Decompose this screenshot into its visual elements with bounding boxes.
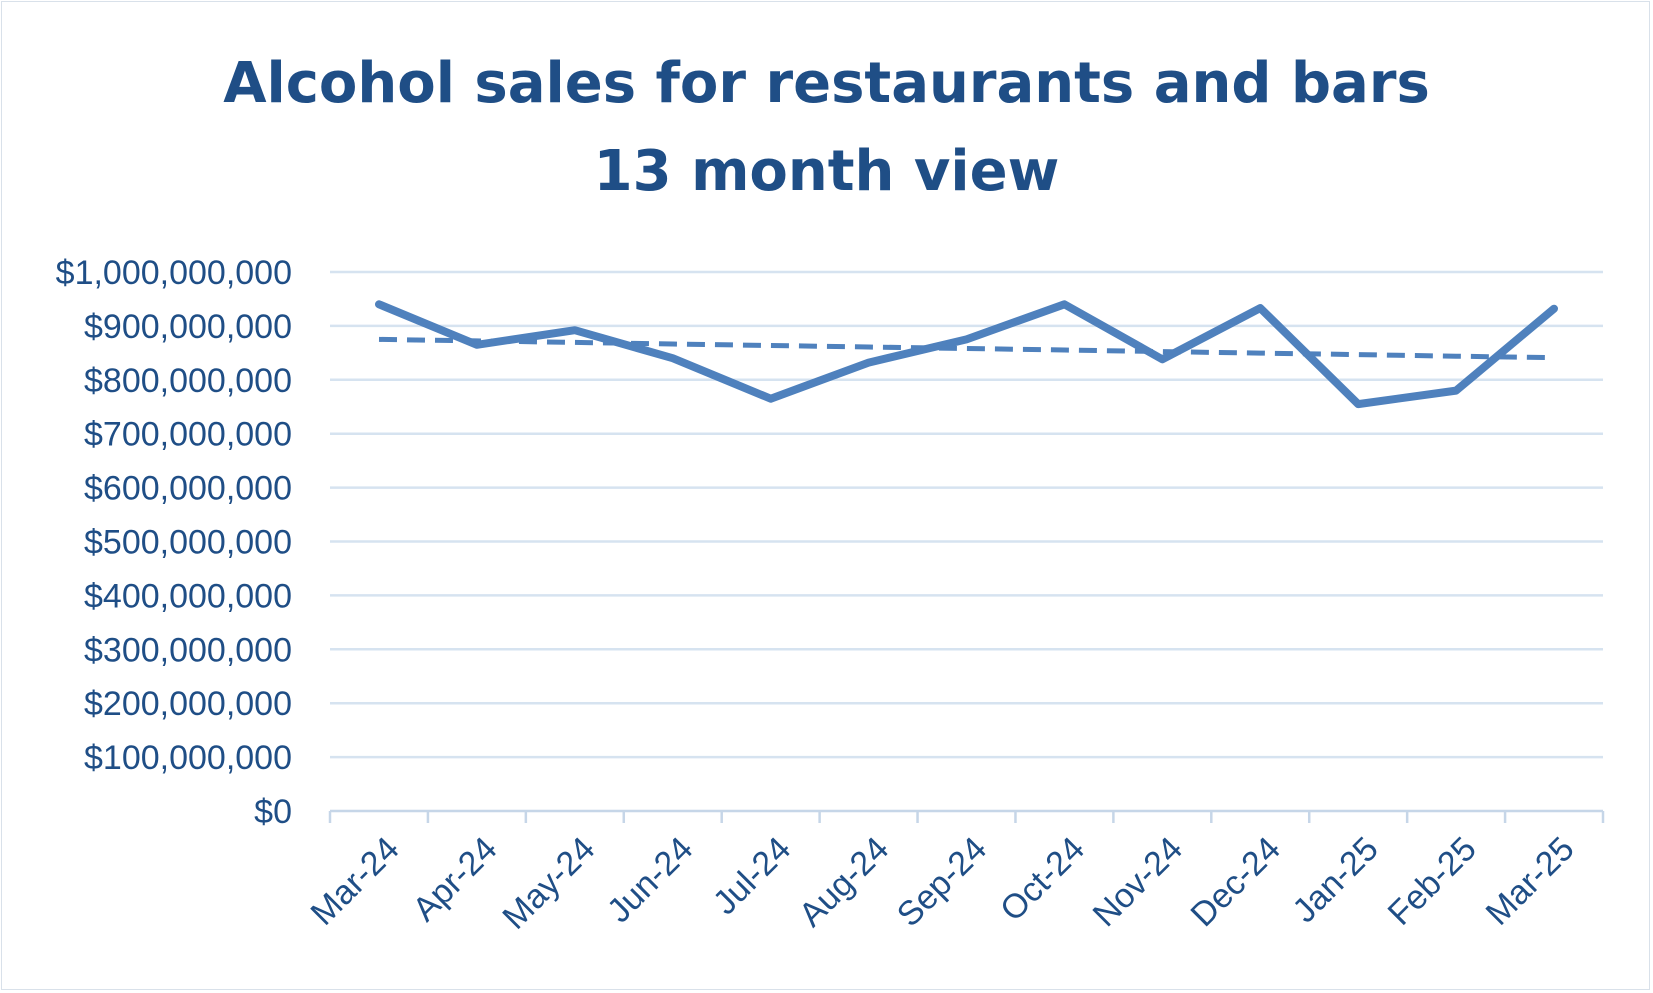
series-lines xyxy=(375,300,1558,409)
y-tick-label: $1,000,000,000 xyxy=(56,254,292,292)
chart-subtitle-line: 13 month view xyxy=(593,139,1060,204)
x-tick-label: Apr-24 xyxy=(406,830,505,929)
x-tick-label: Sep-24 xyxy=(890,830,994,934)
gridlines xyxy=(330,270,1603,759)
y-axis-tick-labels: $0 $100,000,000 $200,000,000 $300,000,000 $4… xyxy=(56,254,292,831)
y-tick-label: $200,000,000 xyxy=(84,685,292,723)
x-tick-label: Jun-24 xyxy=(600,830,700,930)
y-tick-label: $0 xyxy=(254,793,292,831)
x-tick-label: Aug-24 xyxy=(792,830,896,934)
x-axis xyxy=(328,809,1605,823)
x-tick-label: May-24 xyxy=(495,830,602,937)
x-tick-label: Mar-25 xyxy=(1479,830,1582,933)
y-tick-label: $900,000,000 xyxy=(84,308,292,346)
y-tick-label: $100,000,000 xyxy=(84,739,292,777)
chart-title: Alcohol sales for restaurants and bars 1… xyxy=(0,40,1653,216)
x-tick-label: Jan-25 xyxy=(1285,830,1385,930)
y-tick-label: $600,000,000 xyxy=(84,470,292,508)
y-tick-label: $500,000,000 xyxy=(84,524,292,562)
y-tick-label: $700,000,000 xyxy=(84,416,292,454)
x-tick-label: Jul-24 xyxy=(706,830,798,922)
sales-series-line xyxy=(375,300,1558,409)
y-tick-label: $300,000,000 xyxy=(84,631,292,669)
chart-title-line: Alcohol sales for restaurants and bars xyxy=(223,51,1430,116)
x-tick-label: Dec-24 xyxy=(1184,830,1288,934)
x-tick-label: Nov-24 xyxy=(1086,830,1190,934)
x-tick-label: Mar-24 xyxy=(304,830,407,933)
x-tick-label: Oct-24 xyxy=(993,830,1092,929)
y-tick-label: $800,000,000 xyxy=(84,362,292,400)
y-tick-label: $400,000,000 xyxy=(84,577,292,615)
x-tick-label: Feb-25 xyxy=(1381,830,1484,933)
